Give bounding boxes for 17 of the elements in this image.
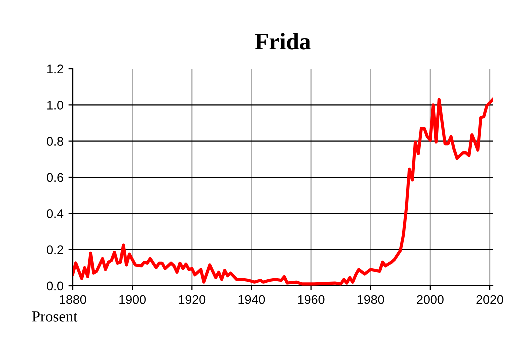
y-tick-label: 1.2 — [48, 64, 64, 74]
x-tick-label: 1980 — [358, 295, 384, 304]
x-tick-label: 2020 — [476, 295, 504, 304]
x-tick-label: 1960 — [298, 295, 325, 304]
x-tick-label: 1940 — [238, 295, 266, 304]
chart-title: Frida — [255, 33, 311, 50]
y-axis-title: Prosent — [32, 312, 78, 322]
y-tick-label: 0.6 — [47, 173, 64, 182]
y-tick-label: 0.4 — [47, 209, 64, 218]
x-tick-label: 2000 — [417, 295, 444, 304]
y-tick-label: 0.8 — [47, 137, 64, 146]
x-tick-label: 1880 — [60, 295, 86, 304]
x-tick-label: 1900 — [120, 295, 146, 304]
y-tick-label: 0.2 — [47, 246, 64, 254]
x-tick-label: 1920 — [179, 295, 206, 304]
y-tick-label: 1.0 — [48, 100, 64, 110]
y-tick-label: 0.0 — [47, 282, 64, 291]
